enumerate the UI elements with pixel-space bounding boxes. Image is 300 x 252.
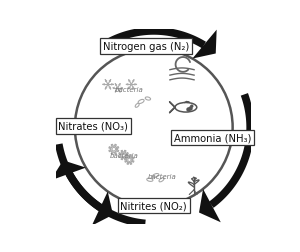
Text: bacteria: bacteria — [148, 174, 177, 180]
Polygon shape — [92, 192, 113, 226]
Polygon shape — [50, 161, 86, 181]
Text: bacteria: bacteria — [110, 152, 139, 159]
Polygon shape — [199, 189, 221, 223]
Text: Nitrites (NO₂): Nitrites (NO₂) — [120, 201, 187, 211]
Polygon shape — [192, 30, 217, 59]
Text: Nitrates (NO₃): Nitrates (NO₃) — [58, 121, 128, 131]
Circle shape — [191, 106, 193, 108]
Text: Ammonia (NH₃): Ammonia (NH₃) — [173, 133, 251, 143]
Text: bacteria: bacteria — [115, 86, 144, 92]
Text: Nitrogen gas (N₂): Nitrogen gas (N₂) — [103, 42, 189, 52]
